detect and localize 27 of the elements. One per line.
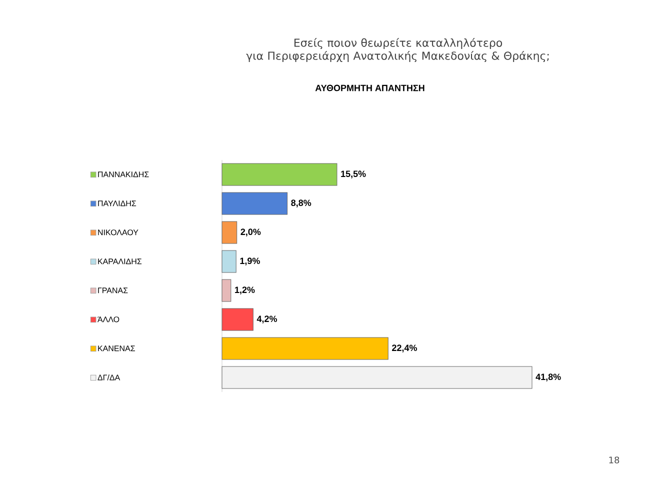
y-tick-label: ΆΛΛΟ — [97, 316, 120, 322]
bar — [222, 221, 238, 244]
y-tick-label: ΚΑΡΑΛΙΔΗΣ — [98, 258, 142, 264]
bar — [222, 366, 532, 389]
data-label: 1,9% — [240, 258, 260, 266]
y-tick-label: ΠΑΝΝΑΚΙΔΗΣ — [98, 172, 149, 178]
data-label: 4,2% — [256, 316, 278, 324]
data-label: 22,4% — [392, 344, 417, 352]
text: 18 — [609, 456, 620, 464]
bar — [222, 279, 232, 302]
bar — [222, 192, 288, 215]
data-label: 41,8% — [536, 374, 561, 382]
bar — [222, 308, 254, 331]
bar — [222, 250, 236, 273]
data-label: 2,0% — [240, 228, 261, 236]
y-tick-label: ΝΙΚΟΛΑΟΥ — [98, 230, 138, 236]
data-label: 1,2% — [235, 286, 255, 294]
y-tick-label: ΓΡΑΝΑΣ — [98, 288, 128, 294]
y-tick-label: ΠΑΥΛΙΔΗΣ — [98, 200, 136, 206]
bar — [222, 337, 388, 360]
y-tick-label: ΔΓ/ΔΑ — [98, 374, 120, 380]
data-label: 8,8% — [291, 200, 312, 208]
bar — [222, 163, 338, 186]
chart-subtitle: ΑΥΘΟΡΜΗΤΗ ΑΠΑΝΤΗΣΗ — [315, 84, 424, 92]
chart-title: Εσείς ποιον θεωρείτε καταλληλότερο για Περιφερειάρχη Ανατολικής Μακεδονίας & Θράκης; — [246, 38, 549, 62]
y-tick-label: ΚΑΝΕΝΑΣ — [98, 346, 135, 352]
data-label: 15,5% — [341, 170, 366, 178]
